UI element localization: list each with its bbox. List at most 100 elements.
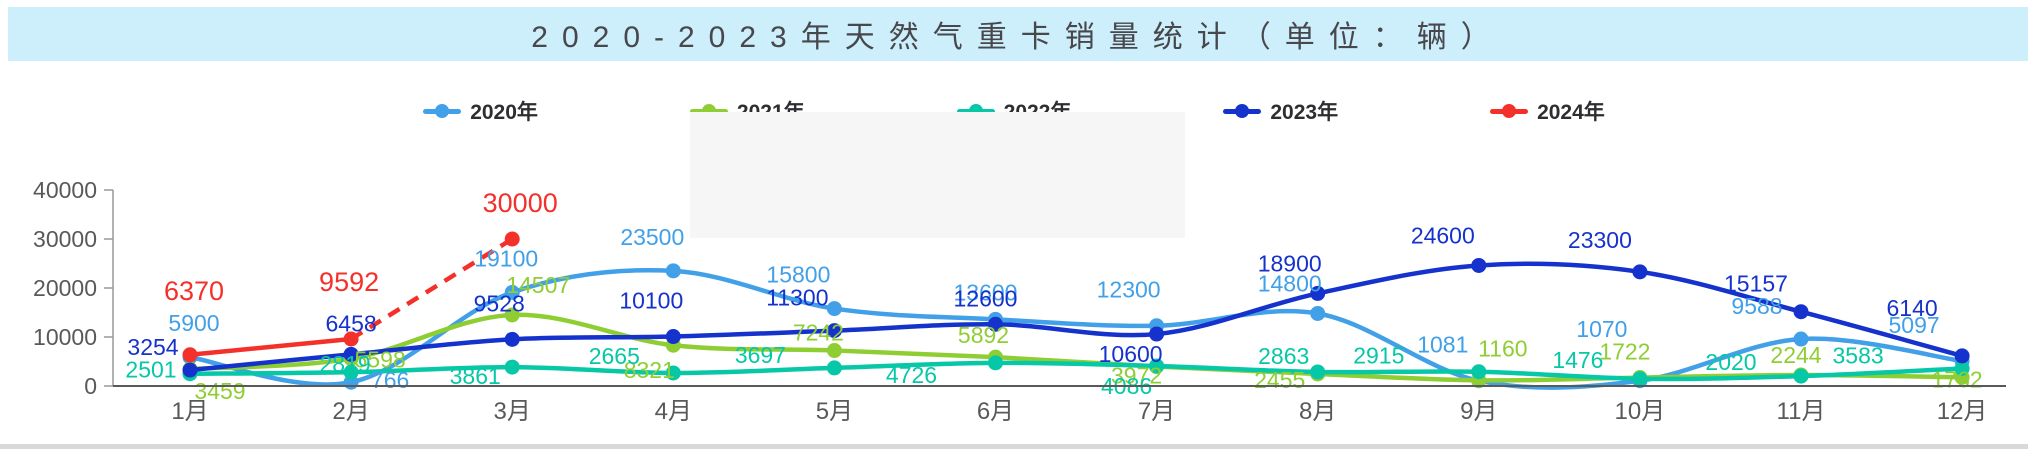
- bottom-divider: [0, 444, 2028, 449]
- x-tick-label: 3月: [494, 398, 531, 425]
- data-label: 5892: [958, 322, 1009, 348]
- x-tick-label: 1月: [171, 398, 208, 425]
- legend-item-2024年[interactable]: 2024年: [1490, 96, 1605, 126]
- x-tick-label: 6月: [977, 398, 1014, 425]
- legend-line-dot-icon: [1223, 104, 1262, 118]
- data-label: 1081: [1417, 332, 1468, 358]
- data-label: 1160: [1478, 335, 1527, 361]
- data-label: 5598: [355, 347, 406, 373]
- x-tick-label: 11月: [1777, 398, 1826, 425]
- data-point: [504, 231, 520, 247]
- data-label: 2665: [589, 343, 640, 369]
- legend-line-dot-icon: [1490, 104, 1529, 118]
- data-point: [1954, 348, 1970, 364]
- data-label: 10100: [619, 288, 683, 314]
- legend-item-2023年[interactable]: 2023年: [1223, 96, 1338, 126]
- data-point: [504, 359, 520, 375]
- legend-label: 2020年: [470, 101, 538, 124]
- data-label: 2863: [1258, 343, 1309, 369]
- data-label: 2455: [1254, 367, 1305, 393]
- data-label: 6458: [326, 310, 377, 336]
- data-point: [182, 347, 198, 363]
- data-point: [1149, 358, 1165, 374]
- x-tick-label: 7月: [1138, 398, 1175, 425]
- x-tick-label: 2月: [332, 398, 369, 425]
- data-label: 5097: [1889, 312, 1940, 338]
- data-point: [1471, 364, 1487, 380]
- data-label: 11300: [766, 285, 828, 311]
- legend-label: 2023年: [1270, 101, 1339, 124]
- series-2023年: [182, 257, 1970, 378]
- x-tick-label: 8月: [1299, 398, 1336, 425]
- y-tick-label: 0: [84, 373, 97, 399]
- data-label: 15800: [766, 262, 830, 288]
- data-label: 3254: [127, 334, 178, 360]
- data-label: 12600: [954, 285, 1018, 311]
- data-point: [343, 331, 359, 347]
- legend-line-dot-icon: [423, 104, 462, 118]
- data-label: 18900: [1258, 250, 1322, 276]
- y-tick-label: 20000: [33, 275, 97, 301]
- data-point: [826, 343, 842, 359]
- title-band: 2020-2023年天然气重卡销量统计（单位：辆）: [8, 7, 2028, 61]
- data-point: [988, 355, 1003, 371]
- watermark-patch: [690, 112, 1185, 238]
- y-tick-label: 10000: [33, 324, 97, 350]
- data-label: 9592: [319, 267, 379, 297]
- data-label: 1070: [1576, 316, 1627, 342]
- data-label: 1476: [1552, 347, 1603, 373]
- data-point: [1149, 326, 1165, 342]
- data-label: 2020: [1705, 349, 1756, 375]
- legend-label: 2024年: [1537, 101, 1605, 124]
- data-label: 10600: [1099, 341, 1163, 367]
- data-label: 3972: [1111, 363, 1162, 389]
- chart-title: 2020-2023年天然气重卡销量统计（单位：辆）: [531, 21, 1505, 54]
- data-label: 3459: [194, 378, 245, 404]
- data-label: 3697: [735, 342, 786, 368]
- data-label: 30000: [483, 188, 558, 218]
- data-label: 9588: [1731, 293, 1782, 319]
- data-point: [504, 284, 520, 300]
- data-point: [665, 329, 681, 345]
- data-label: 3583: [1833, 342, 1884, 368]
- data-label: 14800: [1258, 270, 1322, 296]
- data-point: [826, 360, 842, 376]
- line-dashed-forecast: [349, 237, 514, 341]
- x-tick-label: 9月: [1460, 398, 1497, 425]
- data-point: [988, 316, 1003, 332]
- x-tick-label: 5月: [816, 398, 853, 425]
- data-point: [665, 263, 681, 279]
- data-point: [826, 301, 842, 317]
- data-point: [343, 364, 359, 380]
- data-label: 6370: [164, 276, 224, 306]
- data-point: [504, 331, 520, 347]
- data-point: [1793, 331, 1809, 347]
- series-2022年: [182, 355, 1970, 387]
- data-label: 1722: [1599, 339, 1650, 365]
- data-point: [1793, 368, 1809, 384]
- y-tick-label: 40000: [33, 177, 97, 203]
- legend-item-2020年[interactable]: 2020年: [423, 96, 538, 126]
- x-tick-label: 10月: [1615, 398, 1666, 425]
- axes: 0 10000 20000 30000 40000 1月 2月 3月 4月 5月 6月 7月 8月 9月 1…: [33, 177, 2006, 425]
- data-label: 5900: [168, 310, 219, 336]
- data-label: 8321: [624, 357, 675, 383]
- data-label: 766: [371, 367, 409, 393]
- data-label: 9528: [474, 290, 525, 316]
- line: [189, 261, 1963, 373]
- data-point: [504, 307, 520, 323]
- data-point: [1632, 264, 1648, 280]
- data-label: 3861: [450, 363, 501, 389]
- y-tick-label: 30000: [33, 226, 97, 252]
- data-label: 2819: [320, 351, 371, 377]
- data-label: 23300: [1568, 227, 1632, 253]
- data-point: [1793, 304, 1809, 320]
- data-label: 2915: [1353, 343, 1404, 369]
- data-label: 23500: [620, 224, 684, 250]
- data-label: 15157: [1724, 271, 1788, 297]
- data-point: [826, 323, 842, 339]
- data-point: [1310, 285, 1326, 301]
- data-label: 14507: [506, 272, 570, 298]
